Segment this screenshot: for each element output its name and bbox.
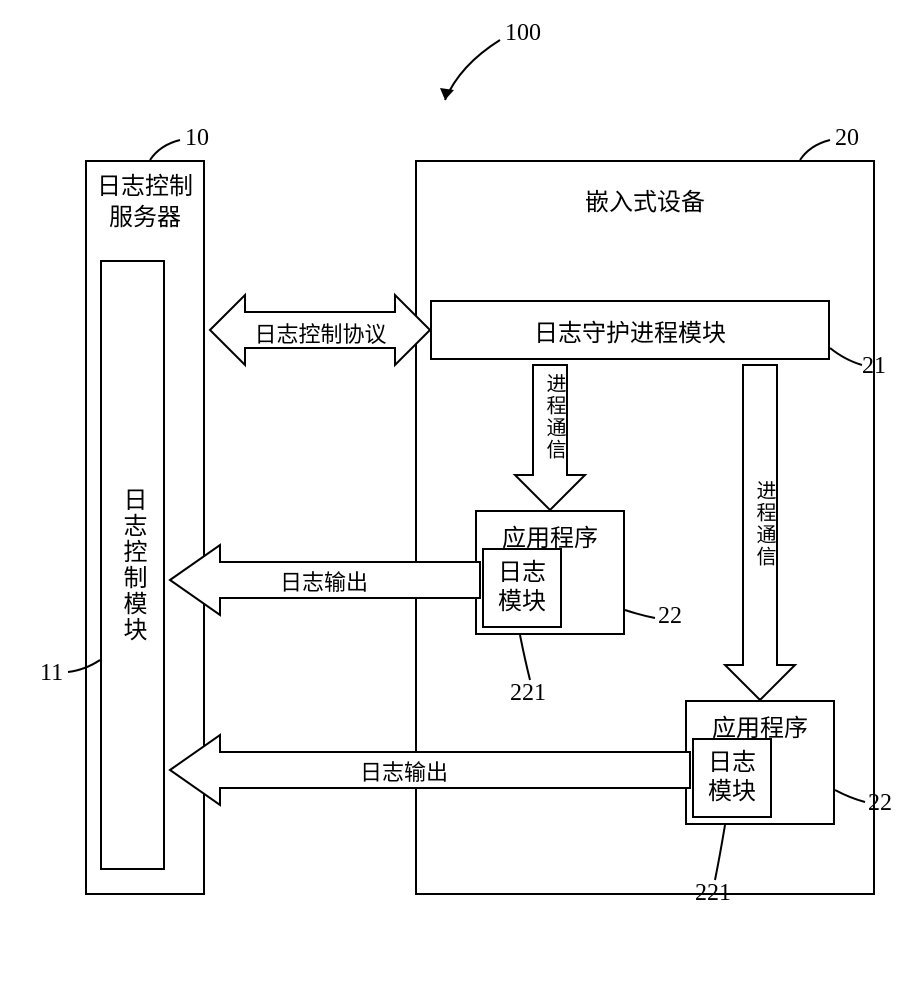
control-module-label: 日志控制模块 <box>115 487 150 643</box>
server-title-text: 日志控制服务器 <box>97 172 193 234</box>
log-module-b-box: 日志模块 <box>692 738 772 818</box>
ref-app-a: 22 <box>658 603 682 630</box>
ref-device: 20 <box>835 125 859 152</box>
server-title: 日志控制服务器 <box>87 172 203 234</box>
ref-main: 100 <box>505 20 541 47</box>
ref-log-module-b: 221 <box>695 880 731 907</box>
control-module-box: 日志控制模块 <box>100 260 165 870</box>
arrow-ipc-a-label: 进程通信 <box>540 373 569 461</box>
daemon-box: 日志守护进程模块 <box>430 300 830 360</box>
log-module-b-label: 日志模块 <box>708 749 756 807</box>
log-module-a-box: 日志模块 <box>482 548 562 628</box>
ref-app-b: 22 <box>868 790 892 817</box>
ref-log-module-a: 221 <box>510 680 546 707</box>
ref-daemon: 21 <box>862 353 886 380</box>
device-title: 嵌入式设备 <box>417 182 873 217</box>
arrow-ipc-b-label: 进程通信 <box>750 480 779 568</box>
log-module-a-text: 日志模块 <box>498 559 546 617</box>
ref-control-module: 11 <box>40 660 63 687</box>
log-module-a-label: 日志模块 <box>498 559 546 617</box>
arrow-log-output-b-label: 日志输出 <box>360 755 448 787</box>
arrow-protocol-label: 日志控制协议 <box>248 317 393 349</box>
log-module-b-text: 日志模块 <box>708 749 756 807</box>
arrow-log-output-a-label: 日志输出 <box>280 565 368 597</box>
diagram-canvas: 100 日志控制服务器 10 日志控制模块 11 嵌入式设备 20 日志守护进程… <box>0 0 918 1000</box>
ref-server: 10 <box>185 125 209 152</box>
daemon-label: 日志守护进程模块 <box>534 313 726 348</box>
